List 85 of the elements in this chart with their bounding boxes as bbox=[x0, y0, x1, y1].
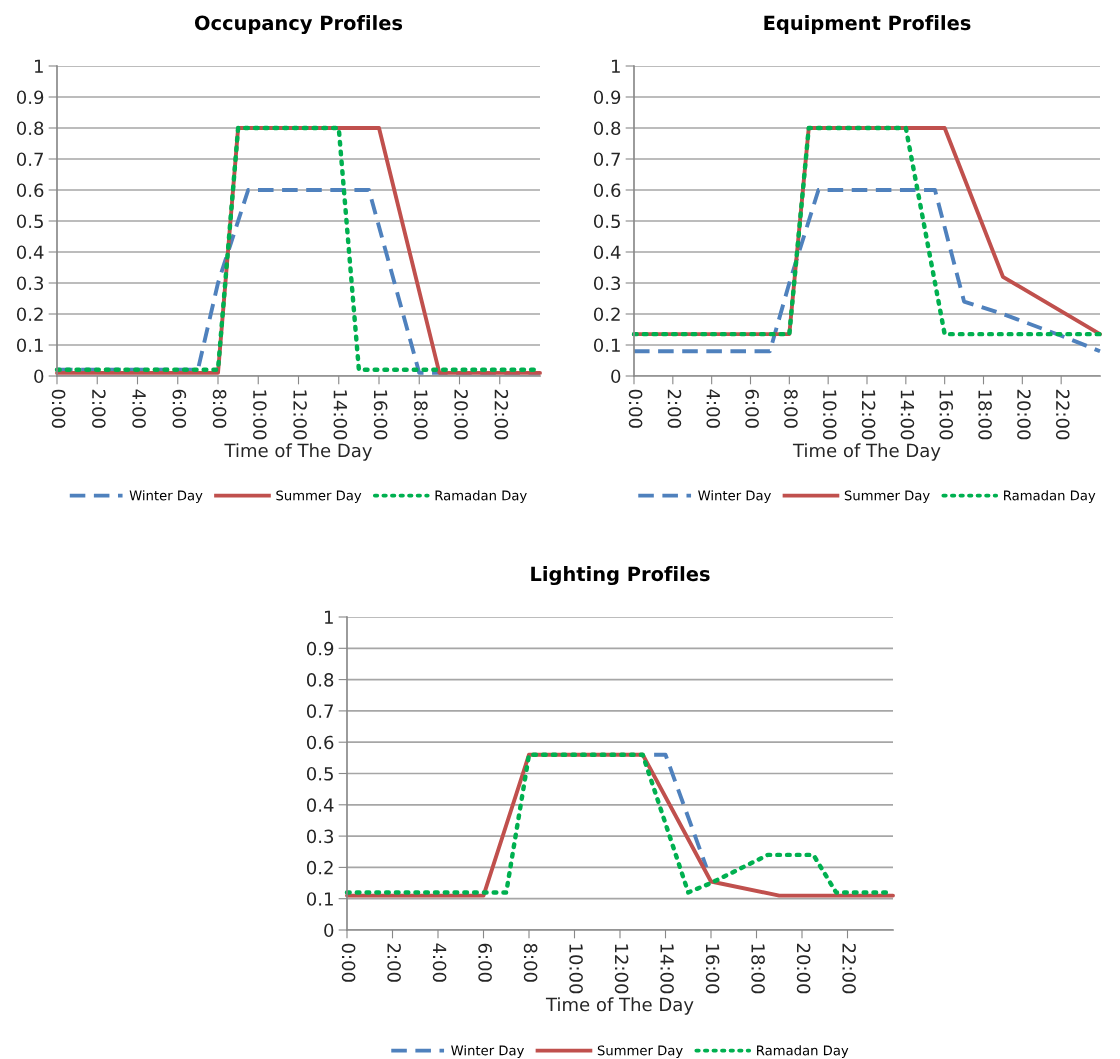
x-tick-label: 12:00 bbox=[614, 944, 629, 994]
x-tick-label: 22:00 bbox=[1055, 389, 1070, 440]
x-tick-label: 0:00 bbox=[51, 389, 66, 428]
x-tick-label: 2:00 bbox=[92, 389, 106, 428]
y-tick-label: 0.9 bbox=[16, 90, 44, 105]
y-tick-label: 0 bbox=[611, 369, 621, 384]
x-tick-label: 16:00 bbox=[705, 944, 720, 994]
x-tick-label: 12:00 bbox=[861, 390, 876, 440]
y-tick-label: 0.5 bbox=[16, 214, 43, 229]
y-tick-label: 0.3 bbox=[16, 276, 44, 291]
x-tick-label: 8:00 bbox=[784, 389, 798, 428]
y-tick-label: 1 bbox=[325, 610, 333, 624]
y-tick-label: 0.4 bbox=[16, 245, 44, 260]
legend-label: Ramadan Day bbox=[1004, 490, 1096, 503]
x-tick-label: 14:00 bbox=[660, 944, 674, 994]
y-tick-label: 0.4 bbox=[593, 245, 621, 260]
y-tick-label: 1 bbox=[612, 59, 620, 73]
y-tick-label: 0.4 bbox=[306, 798, 334, 812]
y-tick-label: 0.7 bbox=[593, 152, 620, 167]
legend-label: Summer Day bbox=[597, 1045, 683, 1058]
y-tick-label: 0 bbox=[324, 923, 334, 938]
y-tick-label: 0.6 bbox=[306, 735, 334, 750]
y-tick-label: 0.7 bbox=[16, 152, 43, 167]
x-tick-label: 0:00 bbox=[628, 389, 643, 428]
y-tick-label: 0.5 bbox=[593, 214, 620, 229]
x-tick-label: 20:00 bbox=[796, 943, 811, 994]
x-tick-label: 6:00 bbox=[745, 389, 759, 428]
x-tick-label: 10:00 bbox=[253, 390, 267, 440]
x-tick-label: 2:00 bbox=[387, 943, 401, 982]
y-tick-label: 0.8 bbox=[306, 673, 334, 687]
x-tick-label: 10:00 bbox=[822, 390, 837, 440]
legend-label: Winter Day bbox=[451, 1045, 524, 1058]
x-tick-label: 8:00 bbox=[212, 389, 227, 428]
x-tick-label: 16:00 bbox=[373, 390, 388, 440]
y-tick-label: 0.2 bbox=[593, 307, 620, 322]
x-tick-label: 18:00 bbox=[414, 390, 428, 440]
x-tick-label: 22:00 bbox=[842, 943, 856, 994]
x-axis-title: Time of The Day bbox=[224, 443, 372, 461]
y-tick-label: 0.5 bbox=[306, 766, 333, 781]
chart-title: Equipment Profiles bbox=[764, 15, 971, 34]
y-tick-label: 0.1 bbox=[306, 892, 333, 906]
y-tick-label: 1 bbox=[35, 59, 43, 73]
x-tick-label: 22:00 bbox=[494, 389, 509, 440]
y-tick-label: 0.3 bbox=[593, 276, 621, 291]
x-tick-label: 4:00 bbox=[132, 389, 146, 428]
chart-title: Occupancy Profiles bbox=[194, 15, 403, 35]
x-tick-label: 18:00 bbox=[978, 390, 992, 440]
y-tick-label: 0.2 bbox=[16, 307, 43, 322]
x-tick-label: 18:00 bbox=[751, 944, 765, 994]
legend-label: Winter Day bbox=[698, 490, 771, 503]
x-tick-label: 16:00 bbox=[939, 390, 954, 440]
x-tick-label: 6:00 bbox=[172, 389, 187, 428]
legend-label: Winter Day bbox=[129, 490, 203, 503]
x-tick-label: 0:00 bbox=[341, 943, 356, 982]
y-tick-label: 0.8 bbox=[16, 121, 44, 136]
chart-title: Lighting Profiles bbox=[531, 566, 710, 586]
y-tick-label: 0.9 bbox=[593, 90, 621, 105]
x-tick-label: 4:00 bbox=[706, 389, 721, 428]
x-tick-label: 20:00 bbox=[454, 389, 468, 440]
y-tick-label: 0.3 bbox=[306, 829, 334, 844]
y-tick-label: 0.1 bbox=[16, 338, 43, 353]
x-tick-label: 12:00 bbox=[293, 390, 307, 440]
x-tick-label: 20:00 bbox=[1017, 389, 1031, 440]
y-tick-label: 0.1 bbox=[593, 338, 620, 353]
y-tick-label: 0.6 bbox=[16, 183, 44, 198]
x-axis-title: Time of The Day bbox=[792, 443, 941, 461]
y-tick-label: 0.7 bbox=[306, 704, 333, 719]
x-tick-label: 2:00 bbox=[667, 389, 682, 428]
x-tick-label: 14:00 bbox=[900, 390, 915, 440]
y-tick-label: 0.9 bbox=[306, 641, 334, 656]
y-tick-label: 0.8 bbox=[593, 121, 621, 136]
y-tick-label: 0.6 bbox=[593, 183, 621, 198]
y-tick-label: 0.2 bbox=[306, 860, 333, 875]
x-tick-label: 4:00 bbox=[432, 943, 447, 982]
y-tick-label: 0 bbox=[34, 369, 44, 384]
legend-label: Summer Day bbox=[276, 490, 362, 503]
line-series bbox=[632, 188, 1102, 354]
x-tick-label: 10:00 bbox=[569, 944, 583, 994]
x-tick-label: 8:00 bbox=[523, 943, 538, 982]
legend-label: Summer Day bbox=[844, 490, 930, 503]
legend-label: Ramadan Day bbox=[435, 490, 527, 503]
x-tick-label: 6:00 bbox=[478, 943, 492, 982]
x-axis-title: Time of The Day bbox=[545, 997, 694, 1015]
legend-label: Ramadan Day bbox=[757, 1045, 849, 1058]
x-tick-label: 14:00 bbox=[333, 390, 348, 440]
